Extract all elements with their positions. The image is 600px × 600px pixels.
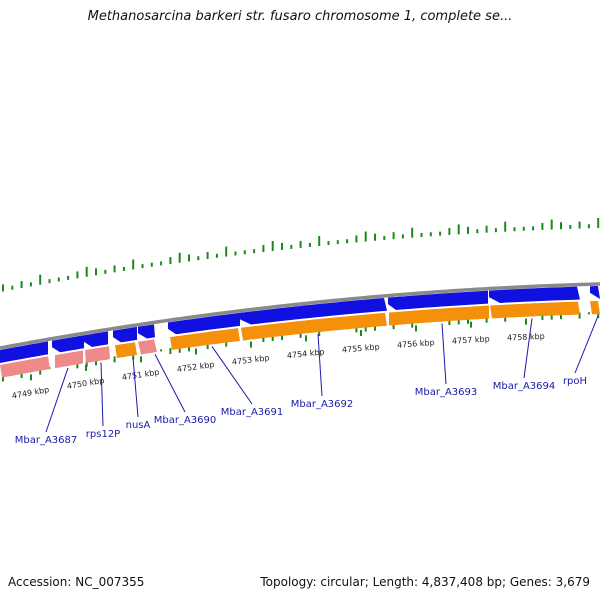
genome-summary: Topology: circular; Length: 4,837,408 bp… (260, 575, 590, 589)
scale-tick-label: 4749 kbp (11, 385, 50, 400)
gene-label[interactable]: rps12P (86, 429, 120, 440)
gene-labels: Mbar_A3687 rps12P nusA Mbar_A3690 Mbar_A3691… (15, 315, 599, 446)
accession-text: Accession: NC_007355 (8, 575, 145, 589)
gene-block-forward (0, 341, 48, 363)
gene-block-reverse (0, 356, 50, 378)
gene-leader-line (100, 362, 104, 427)
gene-label[interactable]: Mbar_A3687 (15, 435, 78, 446)
scale-tick-label: 4752 kbp (176, 360, 215, 374)
scale-tick-label: 4755 kbp (342, 342, 380, 354)
gene-block-reverse (170, 328, 240, 350)
gene-block-forward (590, 286, 600, 299)
gene-block-reverse (115, 342, 137, 358)
gene-block-forward (240, 297, 387, 325)
gene-leader-line (132, 357, 139, 418)
gene-block-reverse (138, 339, 157, 355)
gene-block-forward (84, 331, 108, 347)
scale-tick-label: 4758 kbp (507, 332, 545, 343)
gene-leader-line (317, 334, 323, 397)
scale-tick-label: 4756 kbp (397, 338, 435, 350)
gene-label[interactable]: nusA (126, 420, 151, 431)
scale-tick-label: 4750 kbp (66, 376, 105, 391)
gene-label[interactable]: rpoH (563, 376, 587, 387)
gene-block-forward (52, 335, 84, 353)
gene-leader-line (154, 354, 186, 413)
gene-block-reverse (55, 350, 83, 369)
scale-tick-label: 4753 kbp (231, 353, 270, 366)
gene-leader-line (574, 315, 599, 374)
gene-block-forward (113, 326, 137, 343)
gene-block-reverse (85, 346, 110, 363)
gene-leader-line (523, 318, 533, 379)
scale-tick-label: 4754 kbp (287, 347, 325, 360)
backbone-ring (0, 282, 600, 350)
map-title: Methanosarcina barkeri str. fusaro chrom… (87, 9, 513, 24)
gene-block-reverse (241, 312, 387, 341)
gene-leader-line (441, 323, 447, 385)
gene-block-reverse (590, 301, 600, 315)
gene-block-reverse (490, 301, 580, 319)
gene-label[interactable]: Mbar_A3694 (493, 381, 556, 392)
gene-block-forward (168, 312, 240, 335)
gene-track (0, 286, 600, 378)
gene-label[interactable]: Mbar_A3692 (291, 399, 354, 410)
gene-block-forward (388, 290, 488, 310)
gene-label[interactable]: Mbar_A3691 (221, 407, 284, 418)
gene-leader-line (211, 346, 253, 405)
gene-label[interactable]: Mbar_A3693 (415, 387, 478, 398)
gene-label[interactable]: Mbar_A3690 (154, 415, 217, 426)
gene-block-reverse (389, 305, 489, 326)
gene-block-forward (138, 324, 155, 339)
gene-leader-line (45, 367, 69, 433)
scale-tick-label: 4751 kbp (121, 368, 160, 382)
scale-tick-label: 4757 kbp (452, 334, 490, 345)
gene-block-forward (489, 286, 580, 303)
